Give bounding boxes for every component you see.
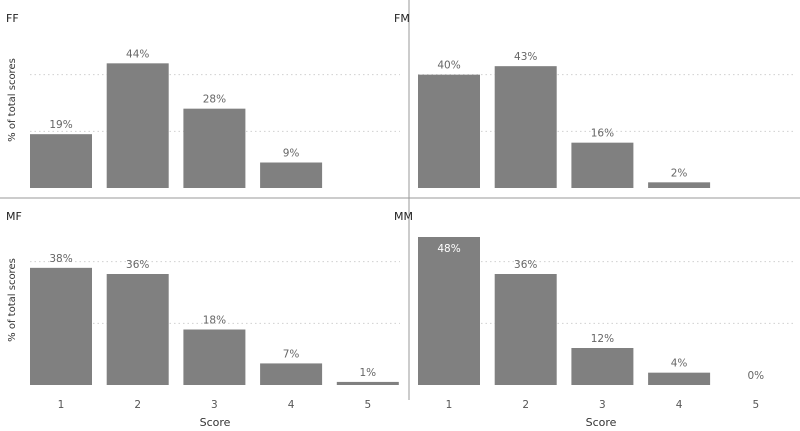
bar-mf-5 bbox=[336, 381, 399, 385]
x-tick-mm-1: 1 bbox=[446, 399, 453, 411]
x-axis-title-right: Score bbox=[586, 416, 617, 429]
data-label-mm-2: 36% bbox=[514, 259, 537, 271]
x-tick-mm-2: 2 bbox=[522, 399, 529, 411]
data-label-mf-2: 36% bbox=[126, 259, 149, 271]
data-label-ff-1: 19% bbox=[49, 119, 72, 131]
x-tick-mm-5: 5 bbox=[752, 399, 759, 411]
bar-mf-2 bbox=[106, 274, 169, 385]
x-tick-mf-2: 2 bbox=[134, 399, 141, 411]
bar-mm-3 bbox=[571, 348, 634, 385]
x-tick-mf-5: 5 bbox=[364, 399, 371, 411]
x-tick-mm-4: 4 bbox=[676, 399, 683, 411]
data-label-mm-5: 0% bbox=[747, 370, 764, 382]
bar-mf-3 bbox=[183, 329, 246, 385]
x-tick-mf-3: 3 bbox=[211, 399, 218, 411]
bar-mm-4 bbox=[648, 372, 711, 385]
x-tick-mm-3: 3 bbox=[599, 399, 606, 411]
bar-fm-4 bbox=[648, 182, 711, 188]
panel-title-mf: MF bbox=[6, 210, 22, 223]
data-label-mm-4: 4% bbox=[671, 358, 688, 370]
bar-mf-1 bbox=[30, 267, 92, 385]
y-axis-title-top: % of total scores bbox=[7, 58, 18, 142]
bar-ff-4 bbox=[260, 162, 323, 188]
y-axis-title-bottom: % of total scores bbox=[7, 258, 18, 342]
panel-title-fm: FM bbox=[394, 12, 410, 25]
bar-fm-1 bbox=[418, 74, 480, 188]
data-label-ff-3: 28% bbox=[203, 94, 226, 106]
data-label-fm-2: 43% bbox=[514, 51, 537, 63]
data-label-mf-3: 18% bbox=[203, 315, 226, 327]
bar-ff-1 bbox=[30, 134, 92, 188]
panels: FF19%44%28%9%FM40%43%16%2%MF38%36%18%7%1… bbox=[6, 12, 795, 411]
panel-title-ff: FF bbox=[6, 12, 19, 25]
data-label-ff-2: 44% bbox=[126, 48, 149, 60]
data-label-fm-3: 16% bbox=[591, 128, 614, 140]
data-label-fm-1: 40% bbox=[437, 60, 460, 72]
data-label-mf-4: 7% bbox=[283, 348, 300, 360]
x-tick-mf-1: 1 bbox=[58, 399, 65, 411]
bar-mf-4 bbox=[260, 363, 323, 385]
x-tick-mf-4: 4 bbox=[288, 399, 295, 411]
data-label-ff-4: 9% bbox=[283, 148, 300, 160]
data-label-fm-4: 2% bbox=[671, 167, 688, 179]
bar-ff-3 bbox=[183, 108, 246, 188]
bar-fm-3 bbox=[571, 142, 634, 188]
bar-mm-1 bbox=[418, 237, 480, 385]
bar-fm-2 bbox=[494, 66, 557, 188]
bar-mm-2 bbox=[494, 274, 557, 385]
data-label-mf-5: 1% bbox=[359, 367, 376, 379]
panel-title-mm: MM bbox=[394, 210, 413, 223]
x-axis-title-left: Score bbox=[200, 416, 231, 429]
data-label-mm-3: 12% bbox=[591, 333, 614, 345]
data-label-mf-1: 38% bbox=[49, 253, 72, 265]
bar-ff-2 bbox=[106, 63, 169, 189]
data-label-mm-1: 48% bbox=[437, 243, 460, 255]
